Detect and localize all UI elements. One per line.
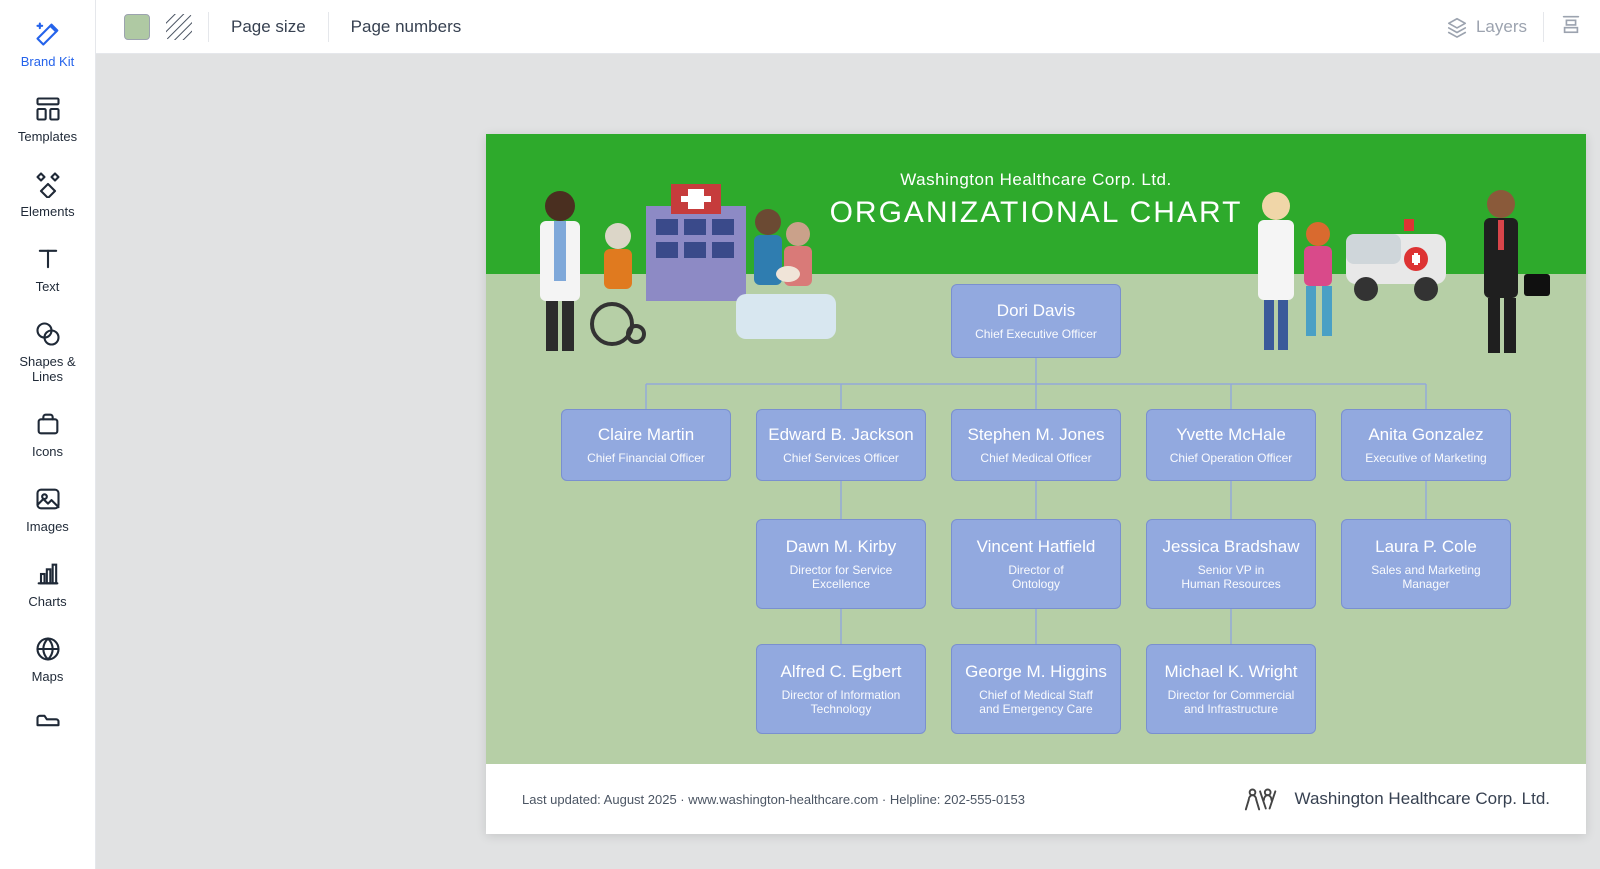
design-page[interactable]: Washington Healthcare Corp. Ltd. ORGANIZ…	[486, 134, 1586, 834]
org-node-emk[interactable]: Anita Gonzalez Executive of Marketing	[1341, 409, 1511, 481]
toolbar-divider	[1543, 12, 1544, 42]
left-sidebar: Brand Kit Templates Elements Text Shapes	[0, 0, 96, 869]
org-node-role: Chief Medical Officer	[980, 451, 1091, 465]
org-node-name: Michael K. Wright	[1165, 662, 1298, 682]
org-node-name: Dawn M. Kirby	[786, 537, 897, 557]
org-node-role: Director of InformationTechnology	[782, 688, 901, 716]
org-node-name: George M. Higgins	[965, 662, 1107, 682]
footer-logo: Washington Healthcare Corp. Ltd.	[1243, 786, 1550, 812]
sidebar-item-label: Templates	[18, 129, 77, 144]
icons-icon	[34, 410, 62, 438]
layers-label: Layers	[1476, 17, 1527, 37]
sidebar-item-label: Text	[36, 279, 60, 294]
org-node-name: Dori Davis	[997, 301, 1075, 321]
org-node-name: Anita Gonzalez	[1368, 425, 1483, 445]
org-node-role: Executive of Marketing	[1365, 451, 1486, 465]
sidebar-item-label: Images	[26, 519, 69, 534]
org-node-cso[interactable]: Edward B. Jackson Chief Services Officer	[756, 409, 926, 481]
align-icon	[1560, 13, 1582, 35]
wand-icon	[34, 20, 62, 48]
sidebar-item-label: Maps	[32, 669, 64, 684]
sidebar-item-shapes[interactable]: Shapes & Lines	[6, 308, 90, 398]
shapes-icon	[34, 320, 62, 348]
org-node-role: Chief Executive Officer	[975, 327, 1097, 341]
sidebar-item-maps[interactable]: Maps	[6, 623, 90, 698]
page-size-button[interactable]: Page size	[225, 17, 312, 37]
canvas-area[interactable]: Washington Healthcare Corp. Ltd. ORGANIZ…	[96, 54, 1600, 869]
folder-icon	[34, 710, 62, 738]
sidebar-item-text[interactable]: Text	[6, 233, 90, 308]
footer-logo-text: Washington Healthcare Corp. Ltd.	[1295, 789, 1550, 809]
org-node-svp[interactable]: Jessica Bradshaw Senior VP inHuman Resour…	[1146, 519, 1316, 609]
illustration-right	[1246, 164, 1556, 364]
footer-logo-icon	[1243, 786, 1281, 812]
org-node-name: Claire Martin	[598, 425, 694, 445]
org-node-role: Director for ServiceExcellence	[790, 563, 893, 591]
align-button[interactable]	[1560, 13, 1582, 40]
org-node-cms[interactable]: George M. Higgins Chief of Medical Staffa…	[951, 644, 1121, 734]
org-node-smm[interactable]: Laura P. Cole Sales and MarketingManager	[1341, 519, 1511, 609]
org-node-don[interactable]: Vincent Hatfield Director ofOntology	[951, 519, 1121, 609]
sidebar-item-label: Shapes & Lines	[6, 354, 90, 384]
text-icon	[34, 245, 62, 273]
pattern-swatch[interactable]	[166, 14, 192, 40]
globe-icon	[34, 635, 62, 663]
sidebar-item-icons[interactable]: Icons	[6, 398, 90, 473]
org-node-dci[interactable]: Michael K. Wright Director for Commercial…	[1146, 644, 1316, 734]
templates-icon	[34, 95, 62, 123]
org-node-cfo[interactable]: Claire Martin Chief Financial Officer	[561, 409, 731, 481]
top-toolbar: Page size Page numbers Layers	[96, 0, 1600, 54]
sidebar-item-images[interactable]: Images	[6, 473, 90, 548]
org-node-dit[interactable]: Alfred C. Egbert Director of InformationT…	[756, 644, 926, 734]
sidebar-item-folder[interactable]	[6, 698, 90, 738]
elements-icon	[34, 170, 62, 198]
org-node-role: Senior VP inHuman Resources	[1181, 563, 1280, 591]
org-node-role: Chief Operation Officer	[1170, 451, 1293, 465]
org-node-name: Stephen M. Jones	[967, 425, 1104, 445]
toolbar-divider	[208, 12, 209, 42]
org-node-name: Yvette McHale	[1176, 425, 1286, 445]
org-node-role: Director for Commercialand Infrastructur…	[1168, 688, 1295, 716]
org-node-name: Edward B. Jackson	[768, 425, 914, 445]
toolbar-divider	[328, 12, 329, 42]
page-footer: Last updated: August 2025 · www.washingt…	[486, 764, 1586, 834]
org-node-role: Chief Financial Officer	[587, 451, 705, 465]
org-node-name: Vincent Hatfield	[977, 537, 1096, 557]
sidebar-item-brandkit[interactable]: Brand Kit	[6, 8, 90, 83]
org-node-role: Chief Services Officer	[783, 451, 899, 465]
layers-button[interactable]: Layers	[1446, 16, 1527, 38]
sidebar-item-label: Brand Kit	[21, 54, 74, 69]
org-node-coo[interactable]: Yvette McHale Chief Operation Officer	[1146, 409, 1316, 481]
org-node-dse[interactable]: Dawn M. Kirby Director for ServiceExcelle…	[756, 519, 926, 609]
org-node-cmo[interactable]: Stephen M. Jones Chief Medical Officer	[951, 409, 1121, 481]
sidebar-item-charts[interactable]: Charts	[6, 548, 90, 623]
sidebar-item-templates[interactable]: Templates	[6, 83, 90, 158]
sidebar-item-label: Elements	[20, 204, 74, 219]
footer-text: Last updated: August 2025 · www.washingt…	[522, 792, 1025, 807]
layers-icon	[1446, 16, 1468, 38]
org-node-name: Alfred C. Egbert	[781, 662, 902, 682]
org-node-role: Chief of Medical Staffand Emergency Care	[979, 688, 1093, 716]
org-node-role: Sales and MarketingManager	[1371, 563, 1480, 591]
org-node-ceo[interactable]: Dori Davis Chief Executive Officer	[951, 284, 1121, 358]
charts-icon	[34, 560, 62, 588]
org-node-name: Jessica Bradshaw	[1162, 537, 1299, 557]
fill-color-swatch[interactable]	[124, 14, 150, 40]
page-numbers-button[interactable]: Page numbers	[345, 17, 468, 37]
sidebar-item-label: Charts	[28, 594, 66, 609]
sidebar-item-label: Icons	[32, 444, 63, 459]
images-icon	[34, 485, 62, 513]
sidebar-item-elements[interactable]: Elements	[6, 158, 90, 233]
illustration-left	[516, 164, 836, 364]
org-node-role: Director ofOntology	[1008, 563, 1063, 591]
org-node-name: Laura P. Cole	[1375, 537, 1477, 557]
